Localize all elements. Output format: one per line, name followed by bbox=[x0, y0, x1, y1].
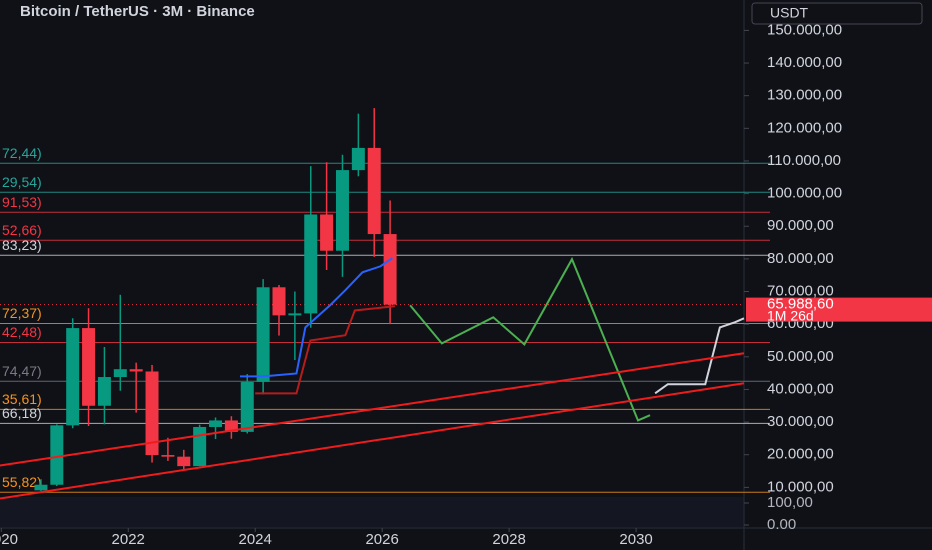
y-tick-label: 140.000,00 bbox=[767, 54, 842, 71]
candle-body bbox=[304, 214, 318, 314]
candle-body bbox=[224, 420, 238, 432]
y-tick-label: 40.000,00 bbox=[767, 380, 834, 397]
y-tick-label: 70.000,00 bbox=[767, 282, 834, 299]
level-label: 72,37) bbox=[2, 305, 42, 321]
y-tick-label: 130.000,00 bbox=[767, 87, 842, 104]
y-tick-label: 50.000,00 bbox=[767, 348, 834, 365]
candle-body bbox=[288, 313, 302, 316]
currency[interactable]: USDT bbox=[770, 5, 809, 21]
candle-body bbox=[97, 377, 111, 406]
x-tick-label: 2030 bbox=[619, 531, 652, 548]
currency-box[interactable] bbox=[751, 2, 923, 25]
sub-pane bbox=[0, 497, 744, 527]
y-tick-label: 30.000,00 bbox=[767, 413, 834, 430]
sub-tick-label: 0.00 bbox=[767, 516, 796, 533]
overlay-line bbox=[0, 352, 745, 467]
candle-body bbox=[351, 147, 365, 171]
level-label: 66,18) bbox=[2, 405, 42, 421]
y-tick-label: 110.000,00 bbox=[767, 152, 841, 169]
candle-body bbox=[209, 420, 223, 427]
candle-body bbox=[145, 371, 159, 456]
x-tick-label: 2028 bbox=[492, 531, 525, 548]
y-tick-label: 100.000,00 bbox=[767, 185, 842, 202]
candle-body bbox=[367, 147, 381, 235]
level-label: 72,44) bbox=[2, 145, 42, 161]
y-tick-label: 10.000,00 bbox=[767, 478, 834, 495]
candle-body bbox=[129, 369, 143, 372]
overlay-line bbox=[239, 257, 393, 378]
y-tick-label: 120.000,00 bbox=[767, 119, 842, 136]
x-tick-label: 2024 bbox=[239, 531, 272, 548]
price-label: 65.988,60 bbox=[767, 296, 834, 313]
y-tick-label: 150.000,00 bbox=[767, 21, 842, 38]
x-tick-label: 2026 bbox=[365, 531, 398, 548]
candle-body bbox=[161, 455, 175, 457]
y-tick-label: 90.000,00 bbox=[767, 217, 834, 234]
level-label: 35,61) bbox=[2, 391, 42, 407]
x-tick-label: 2022 bbox=[112, 531, 145, 548]
overlay-line bbox=[255, 305, 395, 395]
chart-title: Bitcoin / TetherUS · 3M · Binance bbox=[20, 3, 255, 20]
candle-body bbox=[256, 287, 270, 382]
level-label: 42,48) bbox=[2, 324, 42, 340]
candle-body bbox=[193, 426, 207, 467]
candle-body bbox=[272, 287, 286, 316]
candle-body bbox=[66, 328, 80, 426]
level-label: 29,54) bbox=[2, 174, 42, 190]
candle-body bbox=[113, 369, 127, 378]
price-countdown: 1M 26d bbox=[767, 307, 814, 323]
candle-body bbox=[383, 234, 397, 305]
sub-tick-label: 100,00 bbox=[767, 494, 813, 511]
price-badge bbox=[746, 297, 932, 322]
candle-body bbox=[177, 456, 191, 467]
candle-body bbox=[82, 328, 96, 406]
level-label: 55,82) bbox=[2, 474, 42, 490]
overlay-line bbox=[654, 317, 745, 395]
candle-body bbox=[50, 425, 64, 485]
level-label: 52,66) bbox=[2, 222, 42, 238]
y-tick-label: 80.000,00 bbox=[767, 250, 834, 267]
candle-body bbox=[335, 170, 349, 251]
overlay-line bbox=[0, 382, 745, 500]
candle-body bbox=[320, 214, 334, 251]
level-label: 83,23) bbox=[2, 237, 42, 253]
y-tick-label: 20.000,00 bbox=[767, 446, 834, 463]
candle-body bbox=[34, 484, 48, 491]
level-label: 74,47) bbox=[2, 363, 42, 379]
overlay-line bbox=[409, 256, 651, 422]
level-label: 91,53) bbox=[2, 194, 42, 210]
candle-body bbox=[240, 381, 254, 432]
plot-area: 72,44) 29,54) 91,53) 52,66)83,23) 72,37) 42,4… bbox=[0, 108, 770, 500]
